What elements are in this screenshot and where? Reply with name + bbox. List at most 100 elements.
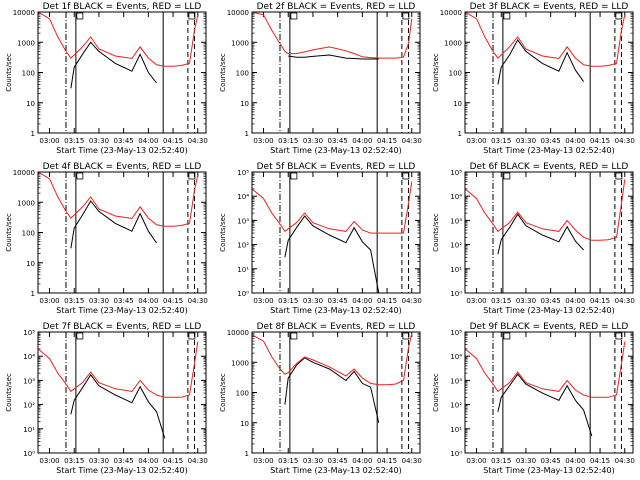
y-tick-label: 10⁰	[450, 290, 462, 298]
x-tick-label: 03:00	[466, 137, 486, 145]
x-tick-label: 03:15	[278, 297, 298, 305]
y-tick-label: 10³	[23, 377, 35, 385]
plot-frame	[464, 171, 634, 294]
x-axis-label: Start Time (23-May-13 02:52:40)	[483, 466, 614, 475]
y-tick-label: 10¹	[237, 266, 249, 274]
y-tick-label: 10⁵	[450, 169, 462, 177]
panel-title: Det 6f BLACK = Events, RED = LLD	[470, 162, 629, 172]
y-tick-label: 1000	[444, 39, 462, 47]
panel-title: Det 8f BLACK = Events, RED = LLD	[257, 322, 416, 332]
y-tick-label: 10⁵	[450, 329, 462, 337]
y-axis-label: Counts/sec	[219, 53, 227, 92]
x-axis-label: Start Time (23-May-13 02:52:40)	[270, 146, 401, 155]
series-line-events	[497, 38, 585, 85]
x-tick-label: 03:15	[491, 457, 511, 465]
x-tick-label: 04:15	[377, 297, 397, 305]
y-tick-label: 10	[240, 100, 249, 108]
x-axis-label: Start Time (23-May-13 02:52:40)	[56, 466, 187, 475]
y-tick-label: 100	[236, 70, 249, 78]
x-tick-label: 03:45	[114, 137, 134, 145]
detector-panel: Det 6f BLACK = Events, RED = LLD 10⁰ 10¹ 10…	[432, 162, 635, 315]
y-tick-label: 10²	[450, 402, 462, 410]
x-tick-label: 03:30	[303, 297, 323, 305]
y-tick-label: 10000	[440, 9, 462, 17]
time-marker-box	[503, 12, 511, 20]
detector-panel: Det 2f BLACK = Events, RED = LLD 1 10 100 10…	[219, 2, 422, 155]
y-tick-label: 10000	[227, 329, 249, 337]
x-tick-label: 03:00	[39, 137, 59, 145]
y-tick-label: 10²	[23, 402, 35, 410]
series-line-lld	[252, 12, 413, 59]
plot-frame	[464, 331, 634, 454]
x-tick-label: 04:30	[188, 457, 208, 465]
y-tick-label: 100	[22, 70, 35, 78]
x-tick-label: 03:30	[89, 137, 109, 145]
x-tick-label: 03:45	[328, 457, 348, 465]
y-tick-label: 1000	[17, 199, 35, 207]
y-axis-label: Counts/sec	[432, 213, 440, 252]
y-tick-label: 10	[240, 420, 249, 428]
y-axis-label: Counts/sec	[219, 213, 227, 252]
x-tick-label: 04:30	[188, 297, 208, 305]
plot-frame	[251, 171, 421, 294]
x-tick-label: 03:15	[278, 137, 298, 145]
y-axis-label: Counts/sec	[5, 213, 13, 252]
y-tick-label: 10¹	[23, 426, 35, 434]
x-tick-label: 03:45	[541, 457, 561, 465]
panel-title: Det 9f BLACK = Events, RED = LLD	[470, 322, 629, 332]
y-axis-label: Counts/sec	[432, 53, 440, 92]
series-line-lld	[252, 181, 413, 234]
x-tick-label: 03:45	[541, 137, 561, 145]
x-tick-label: 03:15	[64, 457, 84, 465]
y-tick-label: 10²	[450, 242, 462, 250]
time-marker-box	[615, 12, 623, 20]
plot-frame	[37, 331, 207, 454]
series-line-lld	[465, 179, 626, 241]
x-tick-label: 03:00	[466, 457, 486, 465]
time-marker-box	[402, 332, 410, 340]
x-axis-label: Start Time (23-May-13 02:52:40)	[270, 466, 401, 475]
x-tick-label: 04:00	[352, 137, 372, 145]
time-marker-box	[503, 332, 511, 340]
x-tick-label: 03:45	[541, 297, 561, 305]
x-tick-label: 04:30	[188, 137, 208, 145]
x-tick-label: 03:15	[64, 137, 84, 145]
y-tick-label: 10³	[237, 217, 249, 225]
series-line-events	[288, 54, 379, 60]
series-line-lld	[38, 172, 199, 227]
y-tick-label: 1000	[231, 359, 249, 367]
y-axis-label: Counts/sec	[219, 373, 227, 412]
x-tick-label: 03:00	[39, 297, 59, 305]
x-tick-label: 04:15	[590, 137, 610, 145]
y-tick-label: 10⁰	[23, 450, 35, 458]
y-tick-label: 10⁵	[23, 329, 35, 337]
x-tick-label: 03:30	[89, 457, 109, 465]
y-tick-label: 1	[31, 290, 35, 298]
y-tick-label: 10⁴	[23, 353, 35, 361]
x-tick-label: 04:00	[352, 297, 372, 305]
time-marker-box	[402, 12, 410, 20]
x-tick-label: 03:30	[89, 297, 109, 305]
y-tick-label: 10	[453, 100, 462, 108]
time-marker-box	[290, 172, 298, 180]
x-tick-label: 03:45	[114, 457, 134, 465]
x-tick-label: 03:00	[39, 457, 59, 465]
detector-panel: Det 3f BLACK = Events, RED = LLD 1 10 100 10…	[432, 2, 635, 155]
y-tick-label: 100	[236, 390, 249, 398]
y-axis-label: Counts/sec	[432, 373, 440, 412]
time-marker-box	[76, 172, 84, 180]
y-tick-label: 10⁵	[237, 169, 249, 177]
x-axis-label: Start Time (23-May-13 02:52:40)	[483, 306, 614, 315]
series-line-events	[284, 215, 380, 293]
detector-panel: Det 5f BLACK = Events, RED = LLD 10⁰ 10¹ 10…	[219, 162, 422, 315]
x-tick-label: 03:30	[516, 137, 536, 145]
y-tick-label: 10000	[13, 169, 35, 177]
time-marker-box	[503, 172, 511, 180]
y-tick-label: 10⁰	[237, 290, 249, 298]
y-tick-label: 1000	[231, 39, 249, 47]
y-tick-label: 10	[26, 260, 35, 268]
series-line-events	[70, 373, 166, 439]
time-marker-box	[76, 332, 84, 340]
y-tick-label: 1	[458, 130, 462, 138]
time-marker-box	[290, 12, 298, 20]
